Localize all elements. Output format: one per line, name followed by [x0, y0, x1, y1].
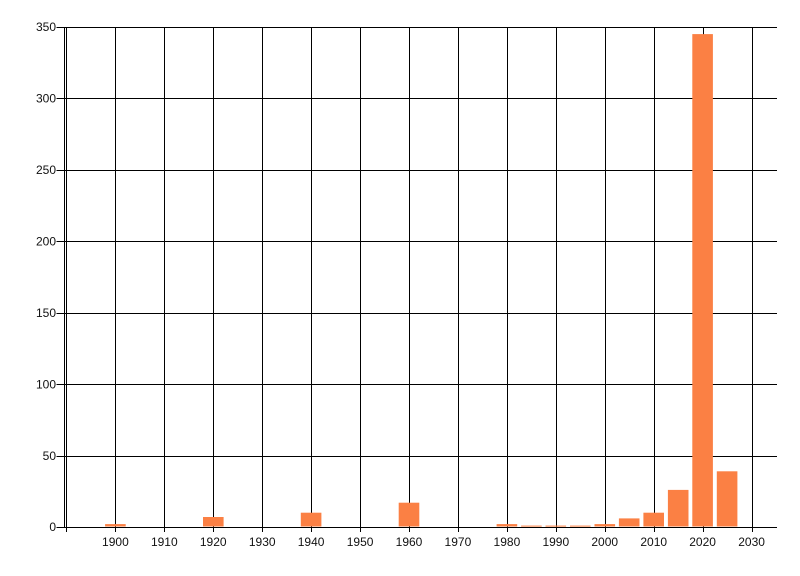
x-tick-label-1910: 1910: [151, 535, 178, 549]
x-tick-label-1900: 1900: [102, 535, 129, 549]
bar-1995: [570, 525, 591, 527]
bar-1980: [496, 524, 518, 527]
x-tick-label-1980: 1980: [494, 535, 521, 549]
x-tick-label-1960: 1960: [396, 535, 423, 549]
x-tick-label-1920: 1920: [200, 535, 227, 549]
bar-2010: [643, 512, 664, 527]
bar-2005: [618, 518, 640, 527]
bar-1990: [545, 525, 567, 527]
bar-2000: [594, 524, 616, 527]
x-tick-label-1990: 1990: [542, 535, 569, 549]
bar-1920: [203, 517, 224, 527]
y-tick-label-0: 0: [49, 520, 56, 534]
bar-1940: [300, 512, 322, 527]
bar-2025: [716, 471, 738, 527]
y-tick-label-150: 150: [36, 306, 56, 320]
x-tick-label-2030: 2030: [738, 535, 765, 549]
y-tick-label-50: 50: [43, 449, 57, 463]
x-tick-label-1950: 1950: [347, 535, 374, 549]
bar-2015: [667, 489, 689, 527]
bar-1985: [521, 525, 542, 527]
bar-2020: [692, 34, 713, 527]
x-tick-label-1930: 1930: [249, 535, 276, 549]
x-tick-label-1940: 1940: [298, 535, 325, 549]
x-tick-label-2010: 2010: [640, 535, 667, 549]
y-tick-label-100: 100: [36, 377, 56, 391]
y-tick-label-200: 200: [36, 235, 56, 249]
x-tick-label-2000: 2000: [591, 535, 618, 549]
bar-1960: [398, 502, 420, 527]
y-tick-label-250: 250: [36, 163, 56, 177]
bar-1900: [105, 524, 126, 527]
x-tick-label-2020: 2020: [689, 535, 716, 549]
y-tick-label-350: 350: [36, 20, 56, 34]
y-tick-label-300: 300: [36, 92, 56, 106]
x-tick-label-1970: 1970: [445, 535, 472, 549]
